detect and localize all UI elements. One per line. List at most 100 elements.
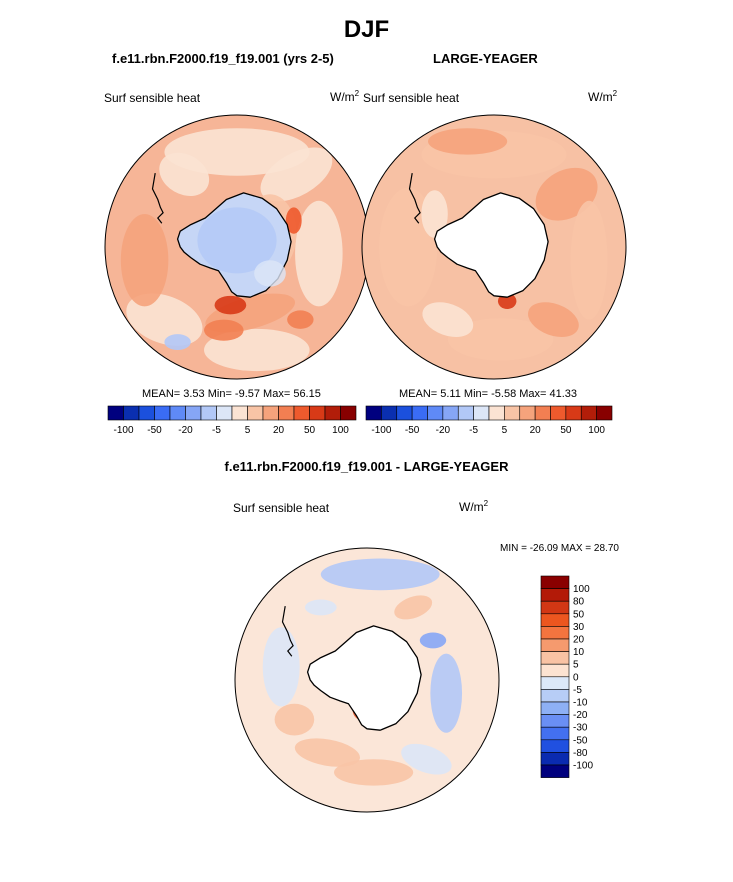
diff-field-patch: [304, 599, 337, 616]
right-colorbar-tick-label: -20: [436, 425, 451, 436]
left-colorbar-box: [138, 405, 155, 421]
left-colorbar-box: [247, 405, 264, 421]
right-colorbar-box: [411, 405, 428, 421]
diff-colorbar-box: [540, 752, 570, 766]
left-colorbar-box: [216, 405, 233, 421]
left-field-patch: [204, 319, 244, 341]
left-colorbar-box: [324, 405, 341, 421]
diff-title: f.e11.rbn.F2000.f19_f19.001 - LARGE-YEAG…: [224, 459, 509, 474]
stats-left: MEAN= 3.53 Min= -9.57 Max= 56.15: [142, 388, 321, 400]
diff-colorbar-tick-label: 10: [573, 647, 585, 658]
left-field-patch: [126, 293, 203, 346]
left-colorbar-box: [200, 405, 217, 421]
left-colorbar-box: [262, 405, 279, 421]
unit-label-right: W/m2: [588, 89, 618, 104]
left-colorbar: -100 -50 -20 -5 5 20 50 100: [107, 405, 357, 436]
diff-colorbar-box: [540, 588, 570, 602]
case-title-right: LARGE-YEAGER: [433, 51, 538, 66]
unit-label-left: W/m2: [330, 89, 360, 104]
diff-colorbar-box: [540, 663, 570, 678]
left-colorbar-box: [231, 405, 248, 421]
left-colorbar-box: [309, 405, 326, 421]
right-colorbar-box: [442, 405, 459, 421]
right-colorbar-box: [381, 405, 398, 421]
diff-colorbar-box: [540, 689, 570, 703]
right-colorbar-box: [534, 405, 551, 421]
right-field-patch: [421, 190, 448, 238]
right-colorbar-box: [550, 405, 567, 421]
variable-label-left: Surf sensible heat: [104, 91, 201, 105]
left-colorbar-box: [123, 405, 140, 421]
right-colorbar-box: [396, 405, 413, 421]
diff-field-patch: [430, 653, 463, 733]
diff-colorbar-box: [540, 764, 570, 778]
left-field-patch: [214, 295, 247, 315]
right-colorbar-box: [427, 405, 444, 421]
left-field-patch: [159, 152, 210, 197]
unit-label-diff: W/m2: [459, 499, 489, 514]
diff-colorbar-box: [540, 701, 570, 715]
left-colorbar-tick-label: 20: [273, 425, 285, 436]
left-field-patch: [285, 207, 302, 234]
diff-field-patch: [401, 743, 452, 775]
diff-map-border: [234, 547, 500, 813]
diff-colorbar-box: [540, 600, 570, 615]
left-colorbar-box: [154, 405, 171, 421]
diff-colorbar-box: [540, 638, 570, 652]
right-colorbar-tick-label: 5: [502, 425, 508, 436]
diff-field-patch: [394, 595, 433, 620]
right-colorbar-box: [580, 405, 597, 421]
right-colorbar-box: [596, 405, 613, 421]
left-land-patch: [254, 260, 286, 287]
diff-colorbar-tick-label: -5: [573, 685, 582, 696]
diff-colorbar-box: [540, 626, 570, 640]
diff-colorbar-tick-label: -100: [573, 761, 593, 772]
diff-colorbar-tick-label: -10: [573, 698, 588, 709]
left-field-patch: [164, 334, 191, 350]
left-colorbar-box: [107, 405, 124, 421]
right-field-patch: [422, 302, 474, 338]
right-colorbar-tick-label: 20: [530, 425, 542, 436]
right-colorbar-tick-label: -5: [469, 425, 478, 436]
diff-colorbar-tick-label: -30: [573, 723, 588, 734]
left-colorbar-box: [340, 405, 357, 421]
diff-field-patch: [419, 632, 447, 649]
right-field-patch: [528, 302, 579, 338]
variable-label-right: Surf sensible heat: [363, 91, 460, 105]
diff-colorbar-box: [540, 651, 570, 665]
right-south-america-coast: [408, 172, 421, 224]
diff-colorbar-box: [540, 726, 570, 741]
diff-colorbar-box: [540, 575, 570, 589]
left-field-patch: [287, 310, 314, 329]
page-title: DJF: [343, 16, 390, 43]
right-colorbar-box: [488, 405, 505, 421]
case-title-left: f.e11.rbn.F2000.f19_f19.001 (yrs 2-5): [112, 51, 334, 66]
diff-colorbar-tick-label: -20: [573, 710, 588, 721]
diff-colorbar-box: [540, 714, 570, 728]
left-colorbar-box: [278, 405, 295, 421]
right-colorbar-tick-label: 100: [588, 425, 605, 436]
left-colorbar-tick-label: -100: [113, 425, 133, 436]
left-colorbar-tick-label: -50: [147, 425, 162, 436]
right-colorbar-box: [457, 405, 474, 421]
left-colorbar-tick-label: 5: [245, 425, 251, 436]
diff-colorbar-tick-label: 30: [573, 622, 585, 633]
right-colorbar-tick-label: -50: [405, 425, 420, 436]
variable-label-diff: Surf sensible heat: [233, 501, 330, 515]
left-colorbar-tick-label: -5: [212, 425, 221, 436]
diff-colorbar-box: [540, 676, 570, 690]
diff-colorbar-tick-label: -50: [573, 735, 588, 746]
right-colorbar: -100 -50 -20 -5 5 20 50 100: [365, 405, 613, 436]
right-map-border: [361, 114, 627, 380]
right-field-patch: [570, 200, 608, 320]
diff-colorbar-tick-label: 5: [573, 660, 579, 671]
left-south-america-coast: [151, 172, 164, 224]
left-map: [104, 114, 370, 380]
right-colorbar-tick-label: -100: [371, 425, 391, 436]
diff-field-patch: [334, 759, 414, 786]
diff-map: [234, 547, 500, 813]
left-colorbar-tick-label: 50: [304, 425, 316, 436]
diff-colorbar-tick-label: 50: [573, 609, 585, 620]
